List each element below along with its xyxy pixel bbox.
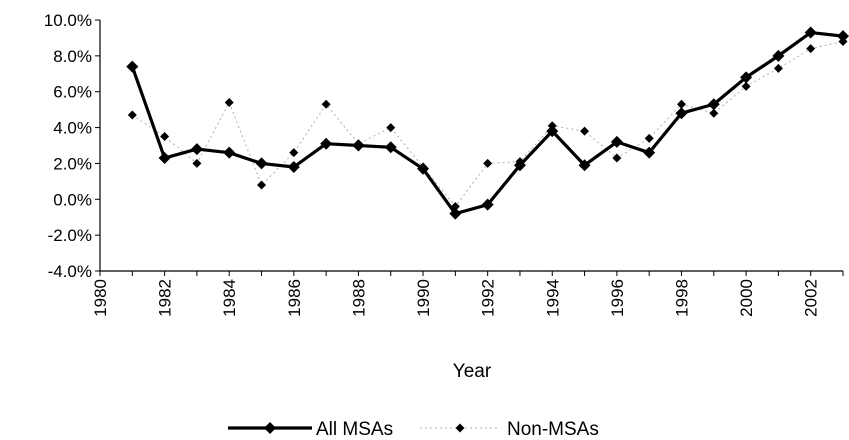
non-msas-marker [321,99,331,109]
y-tick-label: 0.0% [53,190,92,209]
x-tick-label: 1990 [414,279,433,317]
non-msas-marker [709,108,719,118]
non-msas-marker [773,63,783,73]
y-tick-label: 2.0% [53,154,92,173]
legend-all-msas-marker [264,422,276,434]
all-msas-marker [287,161,300,174]
y-tick-label: -4.0% [48,262,92,281]
all-msas-marker [320,137,333,150]
all-msas-marker [772,49,785,62]
all-msas-marker [804,26,817,39]
all-msas-marker [449,207,462,220]
all-msas-marker [675,107,688,120]
x-tick-label: 1994 [543,279,562,317]
non-msas-marker [160,132,170,142]
all-msas-marker [255,157,268,170]
all-msas-marker [158,152,171,165]
non-msas-marker [224,97,234,107]
all-msas-marker [578,159,591,172]
all-msas-marker [643,146,656,159]
y-tick-label: -2.0% [48,226,92,245]
all-msas-marker [384,141,397,154]
non-msas-marker [289,148,299,158]
non-msas-marker [676,99,686,109]
x-tick-label: 1986 [285,279,304,317]
all-msas-marker [707,98,720,111]
y-tick-label: 6.0% [53,83,92,102]
x-tick-label: 1996 [608,279,627,317]
x-axis-ticks: 1980 1982 1984 1986 1988 1990 1992 1994 1996 1998… [91,271,844,317]
x-tick-label: 1992 [479,279,498,317]
non-msas-marker [644,133,654,143]
all-msas-marker [417,162,430,175]
all-msas-marker [610,135,623,148]
legend-non-msas-marker [455,423,465,433]
legend: All MSAs Non-MSAs [228,419,599,440]
non-msas-marker [741,81,751,91]
series-all-msas [126,26,849,220]
x-tick-label: 2000 [737,279,756,317]
series-non-msas [127,37,848,211]
y-tick-label: 4.0% [53,119,92,138]
non-msas-marker [386,123,396,133]
x-tick-label: 1980 [91,279,110,317]
y-axis-ticks: 10.0% 8.0% 6.0% 4.0% 2.0% 0.0% -2.0% -4.0% [44,11,100,281]
all-msas-line [130,30,844,216]
all-msas-marker [481,198,494,211]
non-msas-marker [580,126,590,136]
non-msas-marker [127,110,137,120]
x-tick-label: 1982 [156,279,175,317]
x-axis-title: Year [453,361,492,382]
x-tick-label: 2002 [802,279,821,317]
x-tick-label: 1988 [349,279,368,317]
y-tick-label: 10.0% [44,11,92,30]
legend-all-msas-label: All MSAs [316,419,393,440]
all-msas-marker [740,71,753,84]
all-msas-marker [126,60,139,73]
x-tick-label: 1998 [672,279,691,317]
all-msas-marker [546,125,559,138]
axes [99,20,843,272]
non-msas-marker [257,180,267,190]
x-tick-label: 1984 [220,279,239,317]
all-msas-marker [223,146,236,159]
all-msas-marker [352,139,365,152]
non-msas-marker [192,158,202,168]
plot-area [126,26,849,220]
all-msas-marker [837,30,849,43]
non-msas-marker [806,44,816,54]
non-msas-marker [483,158,493,168]
non-msas-marker [612,153,622,163]
non-msas-line [132,41,844,208]
y-tick-label: 8.0% [53,47,92,66]
all-msas-marker [513,159,526,172]
legend-non-msas-label: Non-MSAs [507,419,599,440]
all-msas-marker [190,143,203,156]
